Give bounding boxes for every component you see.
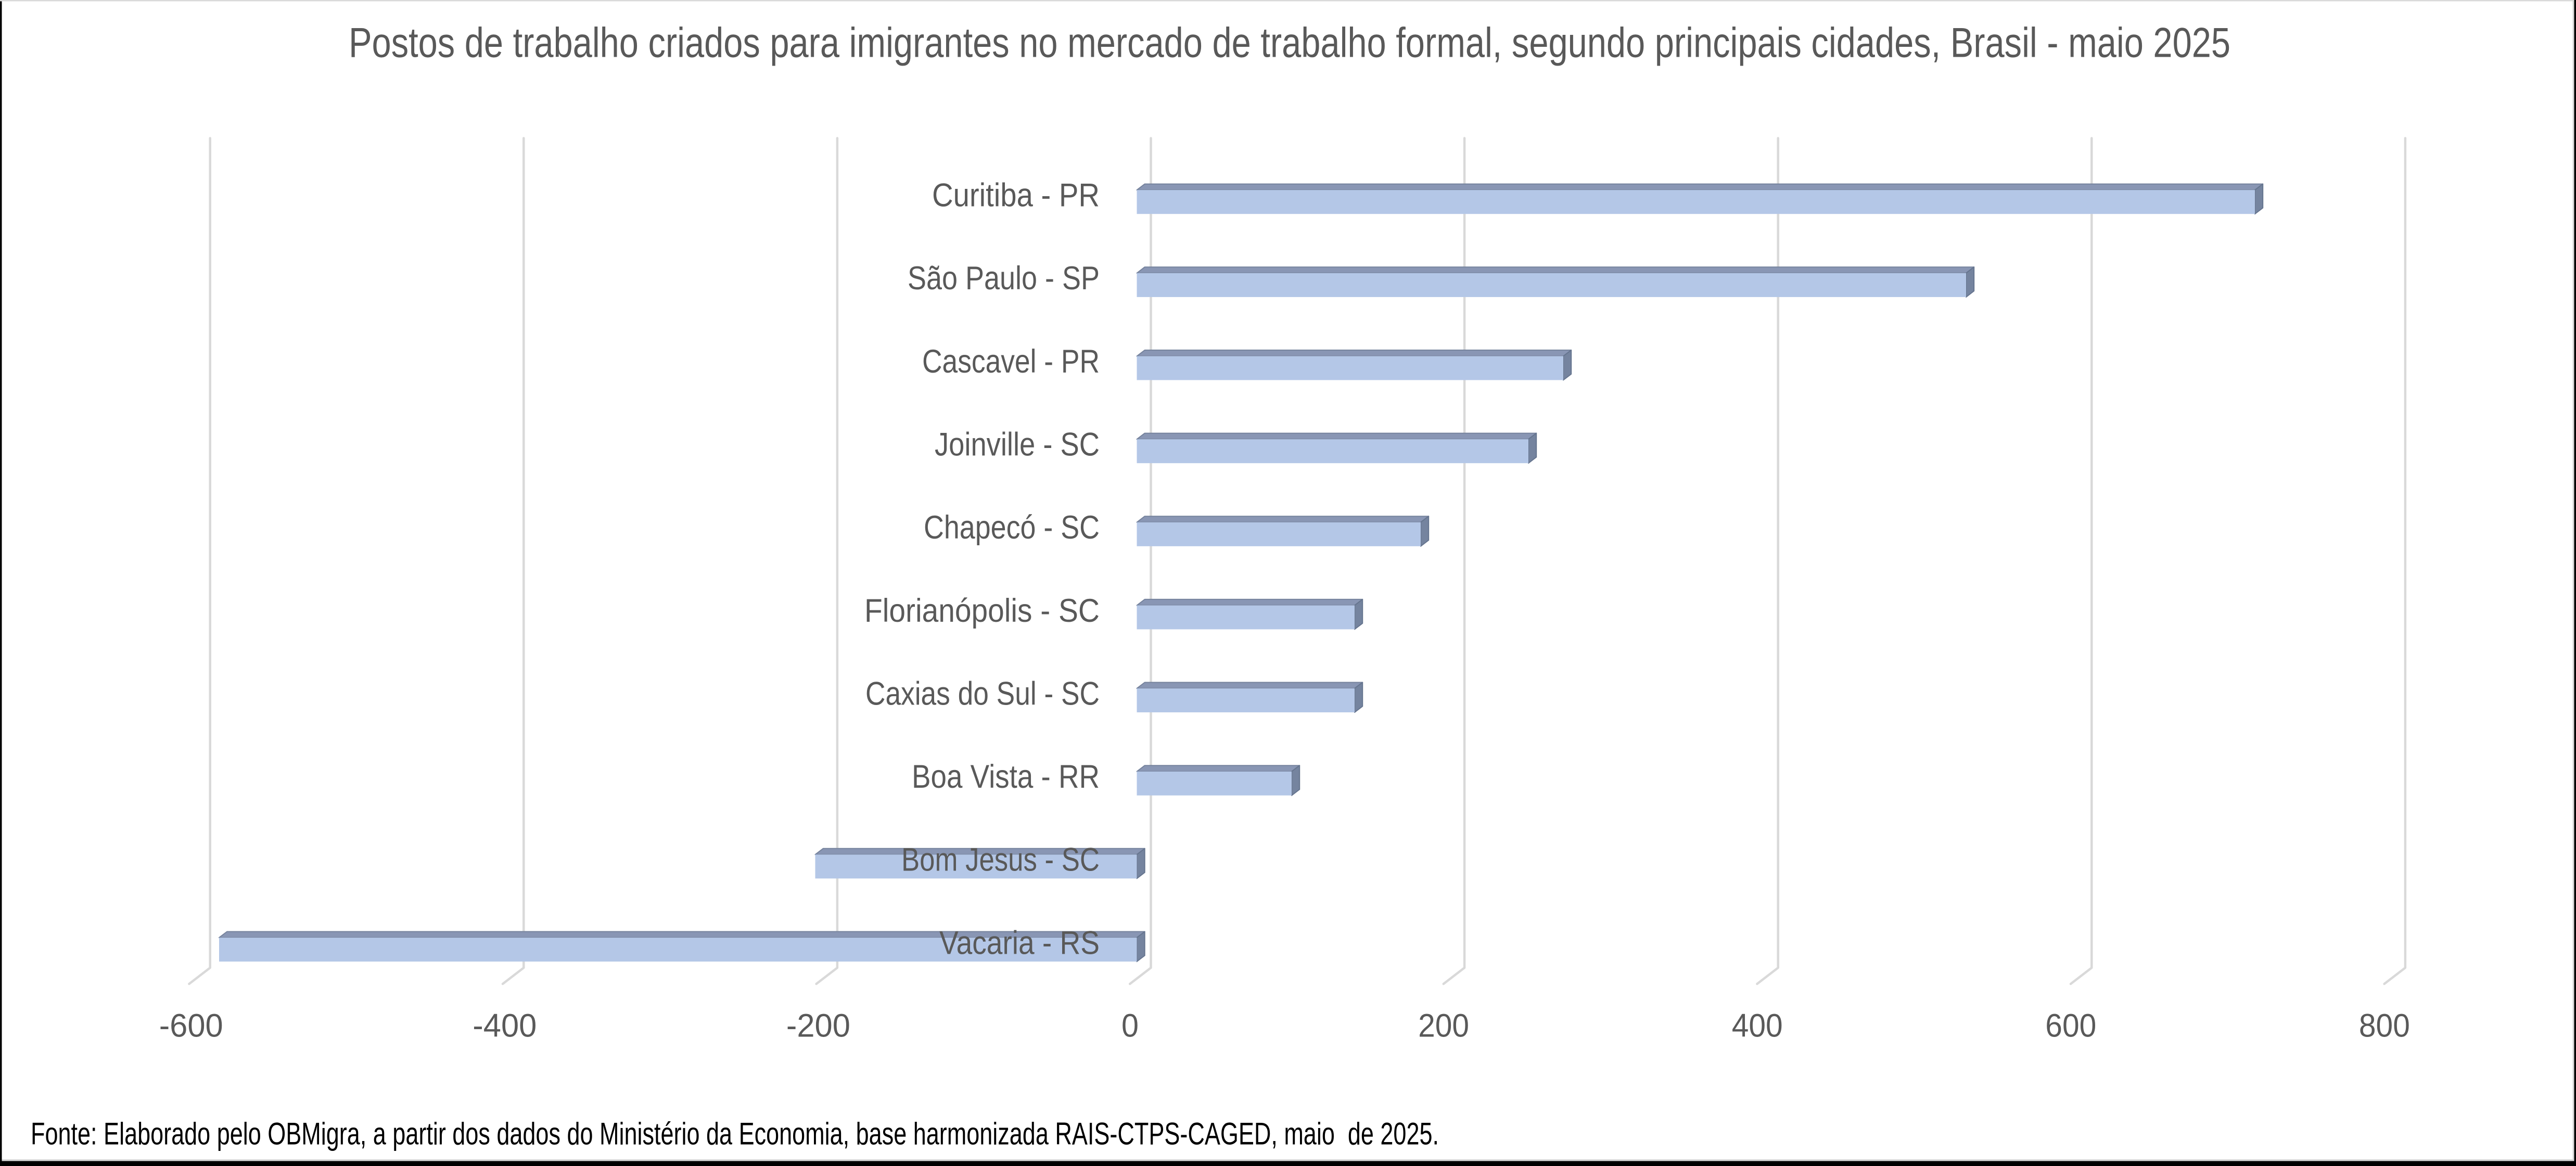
svg-text:400: 400: [1732, 1008, 1783, 1044]
svg-text:-200: -200: [786, 1008, 850, 1044]
svg-text:Curitiba - PR: Curitiba - PR: [932, 177, 1100, 214]
svg-text:Joinville - SC: Joinville - SC: [935, 427, 1100, 463]
svg-text:Bom Jesus - SC: Bom Jesus - SC: [901, 842, 1100, 878]
svg-text:-400: -400: [473, 1008, 537, 1044]
svg-text:Vacaria - RS: Vacaria - RS: [939, 925, 1100, 961]
svg-text:Chapecó - SC: Chapecó - SC: [924, 509, 1100, 546]
svg-text:200: 200: [1418, 1008, 1469, 1044]
svg-text:800: 800: [2359, 1008, 2410, 1044]
svg-text:Cascavel - PR: Cascavel - PR: [922, 343, 1100, 380]
svg-text:0: 0: [1121, 1008, 1139, 1044]
svg-text:Boa Vista - RR: Boa Vista - RR: [912, 759, 1100, 795]
svg-text:Fonte: Elaborado pelo OBMigra,: Fonte: Elaborado pelo OBMigra, a partir …: [31, 1117, 1439, 1151]
svg-text:Postos de trabalho criados par: Postos de trabalho criados para imigrant…: [349, 20, 2230, 67]
svg-text:São Paulo - SP: São Paulo - SP: [908, 260, 1100, 297]
svg-text:-600: -600: [159, 1008, 223, 1044]
svg-text:600: 600: [2045, 1008, 2096, 1044]
svg-text:Florianópolis - SC: Florianópolis - SC: [864, 593, 1100, 629]
svg-text:Caxias do Sul - SC: Caxias do Sul - SC: [865, 675, 1100, 712]
